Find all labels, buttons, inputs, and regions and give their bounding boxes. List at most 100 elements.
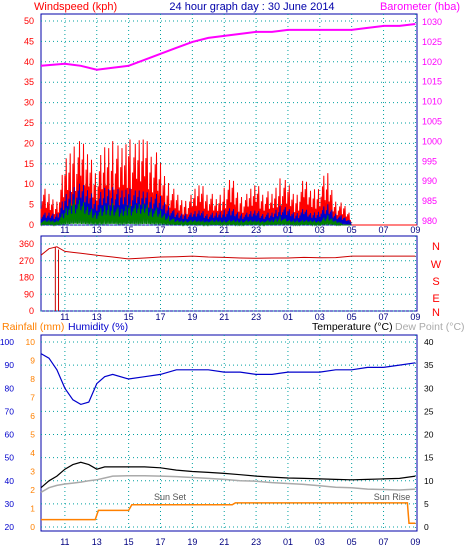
temperature-panel-frame	[40, 334, 418, 532]
rainfall-tick-label: 10	[26, 337, 36, 347]
wind-y-tick-label: 0	[29, 220, 34, 230]
temperature-tick-label: 35	[424, 360, 434, 370]
x-tick-label: 23	[251, 225, 261, 235]
x-tick-label: 01	[283, 312, 293, 322]
barometer-tick-label: 990	[422, 176, 437, 186]
x-tick-label: 03	[315, 225, 325, 235]
wind-y-tick-label: 15	[24, 159, 34, 169]
direction-tick-label: 180	[19, 273, 34, 283]
x-tick-label: 15	[124, 312, 134, 322]
temperature-tick-label: 0	[424, 522, 429, 532]
rainfall-tick-label: 2	[30, 485, 35, 495]
x-tick-label: 23	[251, 537, 261, 547]
temperature-tick-label: 20	[424, 430, 434, 440]
x-tick-label: 11	[60, 537, 69, 547]
series-marks	[40, 23, 417, 525]
x-tick-label: 19	[187, 312, 197, 322]
humidity-tick-label: 70	[5, 406, 15, 416]
x-tick-label: 15	[124, 537, 134, 547]
direction-tick-label: 270	[19, 256, 34, 266]
x-tick-label: 13	[92, 537, 102, 547]
x-tick-label: 13	[92, 225, 102, 235]
direction-label-e: E	[432, 293, 439, 305]
direction-tick-label: 90	[24, 289, 34, 299]
barometer-tick-label: 1005	[422, 116, 442, 126]
rainfall-axis-title: Rainfall (mm)	[2, 321, 64, 333]
direction-label-n-bottom: N	[432, 307, 440, 319]
humidity-tick-label: 30	[5, 499, 15, 509]
barometer-axis-title: Barometer (hba)	[380, 1, 460, 13]
windspeed-axis-title: Windspeed (kph)	[34, 1, 117, 13]
axis-ticks: 1111111313131515151717171919192121212323…	[0, 16, 442, 547]
temperature-axis-title: Temperature (°C)	[312, 321, 393, 333]
temperature-tick-label: 30	[424, 383, 434, 393]
barometer-tick-label: 1000	[422, 136, 442, 146]
rainfall-tick-label: 1	[30, 504, 35, 514]
humidity-series	[40, 353, 416, 406]
wind-y-tick-label: 10	[24, 179, 34, 189]
x-tick-label: 05	[347, 537, 357, 547]
x-tick-label: 15	[124, 225, 134, 235]
temperature-tick-label: 10	[424, 476, 434, 486]
x-tick-label: 13	[92, 312, 102, 322]
rainfall-tick-label: 6	[30, 411, 35, 421]
barometer-series	[40, 23, 416, 71]
x-tick-label: 03	[315, 312, 325, 322]
temperature-tick-label: 25	[424, 406, 434, 416]
wind-y-tick-label: 25	[24, 118, 34, 128]
sun-rise-label: Sun Rise	[374, 492, 411, 502]
x-tick-label: 21	[219, 225, 229, 235]
temperature-tick-label: 40	[424, 337, 434, 347]
x-tick-label: 11	[60, 225, 69, 235]
humidity-axis-title: Humidity (%)	[68, 321, 128, 333]
x-tick-label: 21	[219, 537, 229, 547]
dew-point-series	[40, 474, 416, 493]
rainfall-tick-label: 9	[30, 356, 35, 366]
humidity-tick-label: 20	[5, 522, 15, 532]
wind-y-tick-label: 45	[24, 36, 34, 46]
x-tick-label: 09	[410, 225, 420, 235]
dewpoint-axis-title: Dew Point (°C)	[395, 321, 465, 333]
x-tick-label: 05	[347, 312, 357, 322]
humidity-tick-label: 40	[5, 476, 15, 486]
wind-low-series	[40, 199, 351, 227]
barometer-tick-label: 1010	[422, 97, 442, 107]
wind-y-tick-label: 30	[24, 98, 34, 108]
humidity-tick-label: 80	[5, 383, 15, 393]
barometer-tick-label: 1020	[422, 57, 442, 67]
x-tick-label: 07	[379, 312, 389, 322]
temperature-tick-label: 5	[424, 499, 429, 509]
barometer-tick-label: 995	[422, 156, 437, 166]
direction-label-n-top: N	[432, 241, 440, 253]
x-tick-label: 05	[347, 225, 357, 235]
wind-y-tick-label: 35	[24, 77, 34, 87]
x-tick-label: 01	[283, 537, 293, 547]
x-tick-label: 19	[187, 225, 197, 235]
grid-lines	[41, 14, 417, 531]
rainfall-series	[41, 502, 416, 525]
sun-set-label: Sun Set	[154, 492, 187, 502]
barometer-tick-label: 985	[422, 196, 437, 206]
barometer-tick-label: 1030	[422, 17, 442, 27]
rainfall-tick-label: 8	[30, 374, 35, 384]
rainfall-tick-label: 5	[30, 430, 35, 440]
barometer-tick-label: 1015	[422, 77, 442, 87]
rainfall-tick-label: 4	[30, 448, 35, 458]
x-tick-label: 09	[410, 312, 420, 322]
x-tick-label: 03	[315, 537, 325, 547]
direction-label-s: S	[432, 276, 439, 288]
barometer-tick-label: 980	[422, 216, 437, 226]
x-tick-label: 07	[379, 537, 389, 547]
barometer-tick-label: 1025	[422, 37, 442, 47]
x-tick-label: 17	[155, 225, 165, 235]
x-tick-label: 17	[155, 312, 165, 322]
rainfall-tick-label: 0	[30, 522, 35, 532]
wind-y-tick-label: 40	[24, 57, 34, 67]
temperature-series	[40, 461, 416, 489]
x-tick-label: 01	[283, 225, 293, 235]
humidity-tick-label: 50	[5, 453, 15, 463]
x-tick-label: 23	[251, 312, 261, 322]
rainfall-tick-label: 7	[30, 393, 35, 403]
x-tick-label: 17	[155, 537, 165, 547]
